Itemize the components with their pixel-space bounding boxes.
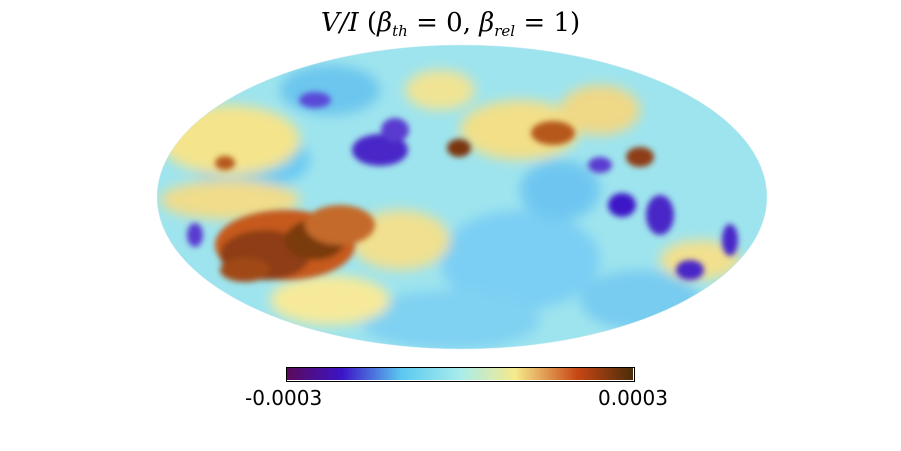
title-beta-rel-value: 1 — [553, 8, 570, 38]
title-paren-close: ) — [569, 8, 581, 38]
colorbar-max-label: 0.0003 — [598, 386, 668, 410]
title-beta-rel-sub: rel — [494, 22, 516, 40]
title-comma: , — [462, 8, 480, 38]
title-paren-open: ( — [366, 8, 378, 38]
map-body — [157, 45, 767, 349]
title-beta-th-symbol: β — [377, 8, 393, 38]
map-outline — [156, 44, 768, 350]
colorbar — [286, 367, 635, 382]
map-hotspots — [187, 92, 738, 282]
map-title: V/I (βth = 0, βrel = 1) — [0, 8, 901, 40]
title-eq-1: = — [407, 8, 447, 38]
title-lhs: V/I — [320, 8, 359, 38]
title-beta-th-value: 0 — [446, 8, 463, 38]
colorbar-min-label: -0.0003 — [245, 386, 323, 410]
title-beta-rel-symbol: β — [479, 8, 495, 38]
title-beta-th-sub: th — [392, 22, 408, 40]
colorbar-gradient — [287, 368, 633, 380]
title-eq-2: = — [515, 8, 554, 38]
map-texture — [160, 65, 740, 349]
